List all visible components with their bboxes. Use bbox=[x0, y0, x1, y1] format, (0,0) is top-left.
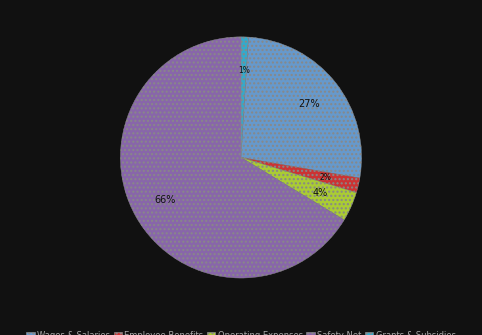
Wedge shape bbox=[120, 37, 344, 278]
Text: 4%: 4% bbox=[313, 188, 328, 198]
Text: 27%: 27% bbox=[298, 98, 320, 109]
Text: 1%: 1% bbox=[238, 66, 250, 75]
Text: 66%: 66% bbox=[155, 195, 176, 205]
Wedge shape bbox=[241, 37, 362, 178]
Wedge shape bbox=[241, 157, 356, 220]
Legend: Wages & Salaries, Employee Benefits, Operating Expenses, Safety Net, Grants & Su: Wages & Salaries, Employee Benefits, Ope… bbox=[23, 328, 459, 335]
Wedge shape bbox=[241, 37, 249, 157]
Text: 2%: 2% bbox=[320, 173, 332, 182]
Wedge shape bbox=[241, 157, 360, 193]
